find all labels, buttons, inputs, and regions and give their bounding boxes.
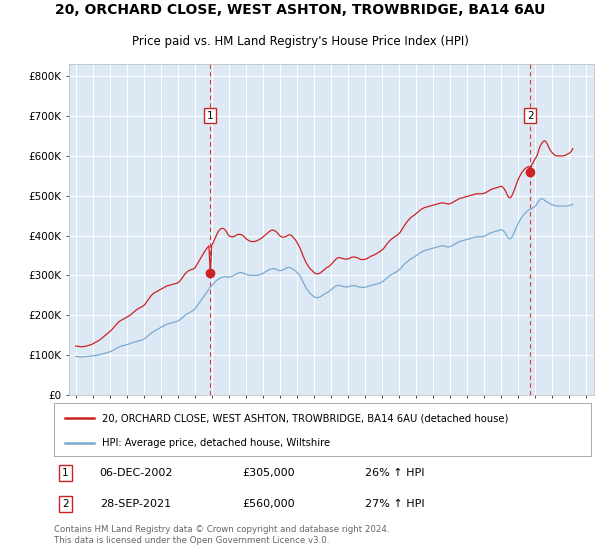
- Text: £560,000: £560,000: [242, 500, 295, 509]
- Text: 20, ORCHARD CLOSE, WEST ASHTON, TROWBRIDGE, BA14 6AU: 20, ORCHARD CLOSE, WEST ASHTON, TROWBRID…: [55, 3, 545, 17]
- Text: 2: 2: [527, 111, 533, 120]
- Text: 28-SEP-2021: 28-SEP-2021: [100, 500, 171, 509]
- Text: 1: 1: [62, 468, 68, 478]
- Text: 20, ORCHARD CLOSE, WEST ASHTON, TROWBRIDGE, BA14 6AU (detached house): 20, ORCHARD CLOSE, WEST ASHTON, TROWBRID…: [103, 413, 509, 423]
- Text: 06-DEC-2002: 06-DEC-2002: [100, 468, 173, 478]
- Text: Price paid vs. HM Land Registry's House Price Index (HPI): Price paid vs. HM Land Registry's House …: [131, 35, 469, 48]
- Text: £305,000: £305,000: [242, 468, 295, 478]
- Text: HPI: Average price, detached house, Wiltshire: HPI: Average price, detached house, Wilt…: [103, 438, 331, 448]
- Text: 1: 1: [207, 111, 214, 120]
- Text: 27% ↑ HPI: 27% ↑ HPI: [365, 500, 425, 509]
- Text: 26% ↑ HPI: 26% ↑ HPI: [365, 468, 425, 478]
- Text: Contains HM Land Registry data © Crown copyright and database right 2024.
This d: Contains HM Land Registry data © Crown c…: [54, 525, 389, 545]
- Text: 2: 2: [62, 500, 68, 509]
